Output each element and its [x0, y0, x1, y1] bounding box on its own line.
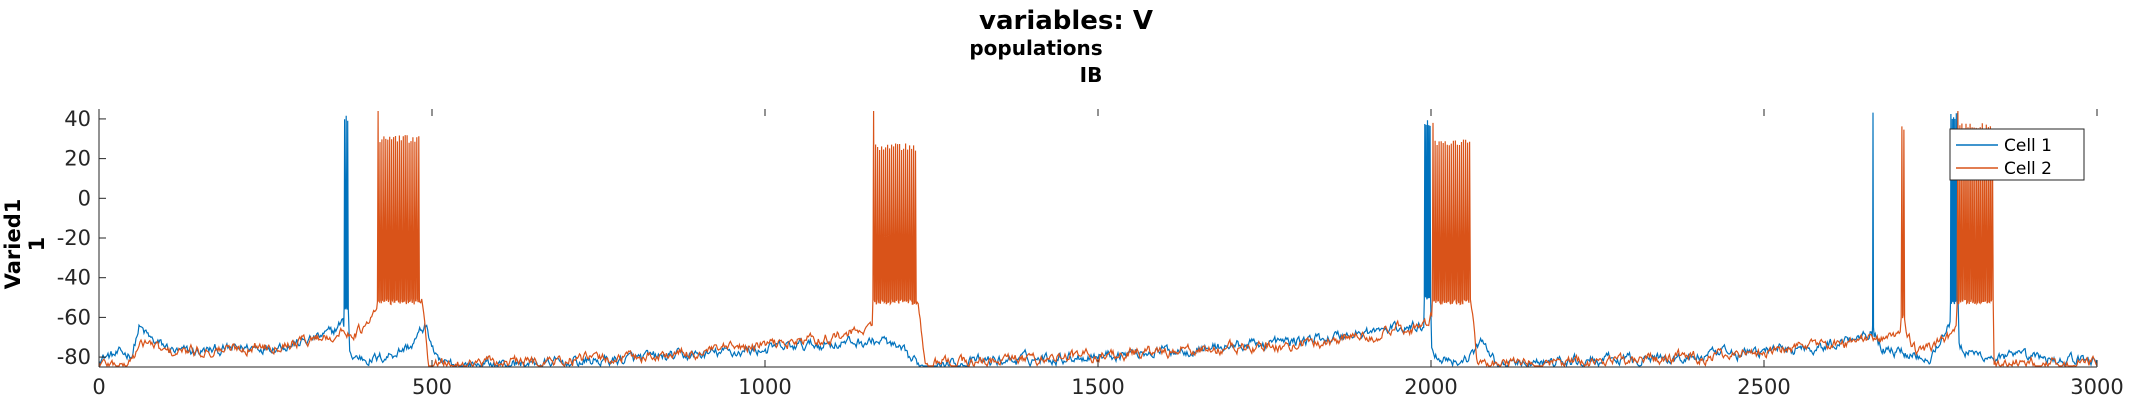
legend-label-cell-1: Cell 1 — [2004, 136, 2052, 156]
y-tick-label: 40 — [64, 107, 91, 131]
x-tick-label: 0 — [92, 375, 105, 399]
axis-ticks: 0 500 1000 1500 2000 2500 3000 40 20 0 -20 -40 -60 -8… — [57, 107, 2124, 399]
x-tick-label: 1000 — [738, 375, 791, 399]
y-tick-label: -20 — [57, 226, 91, 250]
legend-box — [1949, 128, 2085, 181]
series-line-cell-2 — [99, 110, 2097, 367]
y-axis-label-line1: Varied1 — [1, 199, 25, 290]
x-tick-label: 1500 — [1071, 375, 1124, 399]
plot-area — [99, 110, 2097, 367]
chart-title: variables: V — [979, 6, 1153, 36]
x-tick-label: 2000 — [1404, 375, 1457, 399]
y-tick-label: -40 — [57, 266, 91, 290]
y-tick-label: -60 — [57, 305, 91, 329]
x-tick-label: 3000 — [2070, 375, 2123, 399]
chart-subtitle-populations: populations — [969, 36, 1102, 60]
chart-subtitle-ib: IB — [1080, 63, 1103, 87]
legend: Cell 1 Cell 2 — [1949, 128, 2085, 181]
y-tick-label: 20 — [64, 147, 91, 171]
y-tick-label: -80 — [57, 345, 91, 369]
x-tick-label: 2500 — [1737, 375, 1790, 399]
x-tick-label: 500 — [412, 375, 452, 399]
y-tick-label: 0 — [78, 186, 91, 210]
legend-label-cell-2: Cell 2 — [2004, 159, 2052, 179]
series-line-cell-1 — [99, 112, 2097, 367]
y-axis-label-line2: 1 — [25, 237, 49, 252]
